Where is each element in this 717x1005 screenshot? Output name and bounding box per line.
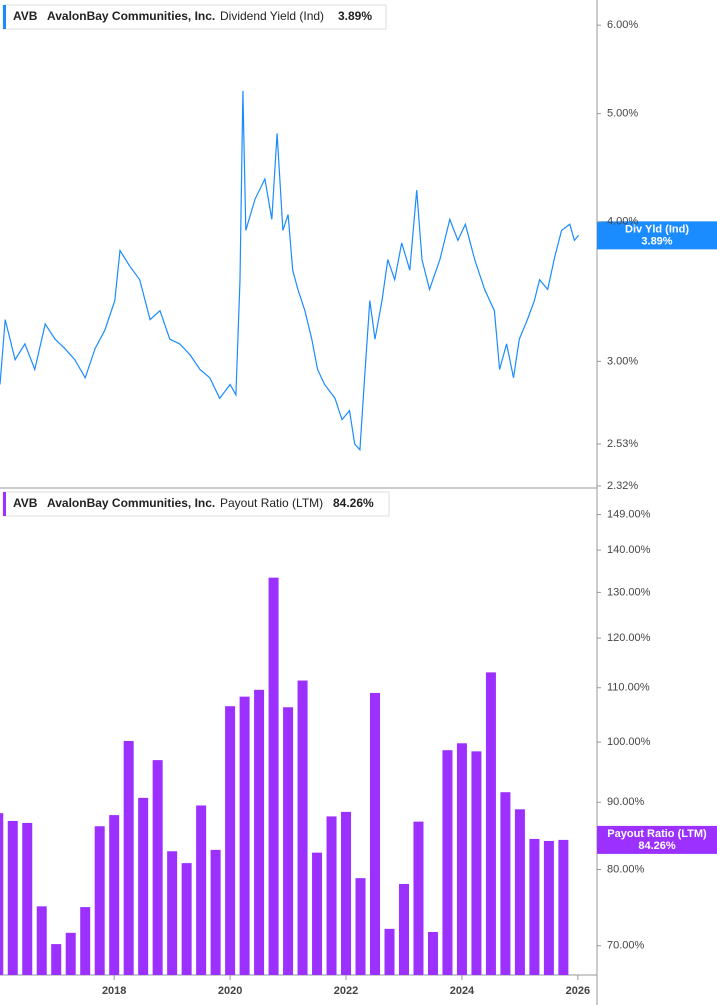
bar — [65, 932, 76, 975]
bar — [442, 750, 453, 975]
y-tick-label: 130.00% — [607, 586, 651, 598]
bar — [384, 928, 395, 975]
bar — [152, 760, 163, 975]
legend-box — [2, 4, 387, 30]
bar — [210, 849, 221, 975]
bar — [196, 805, 207, 975]
bar — [485, 672, 496, 975]
bar — [268, 577, 279, 975]
line — [0, 90, 579, 452]
legend-swatch — [3, 492, 6, 516]
bar — [312, 852, 323, 975]
ticker: AVB — [13, 9, 38, 23]
bar — [355, 878, 366, 975]
bar — [341, 811, 352, 975]
y-tick-label: 120.00% — [607, 632, 651, 644]
bar — [514, 809, 525, 975]
y-tick-label: 100.00% — [607, 736, 651, 748]
bar — [500, 792, 511, 975]
bar — [138, 797, 149, 975]
x-tick-label: 2022 — [334, 985, 358, 997]
bar — [254, 689, 265, 975]
y-tick-label: 70.00% — [607, 940, 645, 952]
x-tick-label: 2026 — [566, 985, 590, 997]
overlay: AVB AvalonBay Communities, Inc. Dividend… — [2, 4, 717, 854]
value-badge — [597, 221, 717, 250]
bar — [239, 696, 250, 975]
bar — [181, 863, 192, 975]
y-tick-label: 90.00% — [607, 796, 645, 808]
last-value: 84.26% — [333, 496, 374, 510]
y-tick-label: 3.00% — [607, 355, 638, 367]
y-tick-label: 4.00% — [607, 216, 638, 228]
bar — [427, 932, 438, 975]
bar — [326, 816, 337, 975]
bottom-plot — [0, 577, 569, 975]
badge-label: Div Yld (Ind) — [625, 223, 689, 235]
bar — [51, 944, 62, 975]
bar — [36, 906, 47, 975]
bar — [529, 838, 540, 975]
y-tick-label: 2.53% — [607, 438, 638, 450]
x-tick-label: 2020 — [218, 985, 242, 997]
bar — [80, 907, 91, 975]
bar — [109, 815, 120, 975]
bar — [22, 822, 33, 975]
bar — [456, 743, 467, 975]
last-value: 3.89% — [338, 9, 372, 23]
bar — [370, 692, 381, 975]
bar — [543, 840, 554, 975]
bar — [283, 707, 294, 975]
top-plot — [0, 90, 579, 452]
bar — [398, 883, 409, 975]
legend-swatch — [3, 5, 6, 29]
bar — [94, 826, 105, 975]
bar — [297, 680, 308, 975]
company: AvalonBay Communities, Inc. — [47, 9, 215, 23]
x-tick-label: 2024 — [450, 985, 475, 997]
y-tick-label: 110.00% — [607, 682, 650, 694]
x-tick-label: 2018 — [102, 985, 126, 997]
bar — [0, 813, 4, 975]
bar — [225, 706, 236, 975]
badge-label: Payout Ratio (LTM) — [607, 828, 707, 840]
y-tick-label: 2.32% — [607, 480, 638, 492]
bar — [471, 751, 482, 975]
legend-box — [2, 491, 390, 517]
value-badge — [597, 825, 717, 854]
y-tick-label: 149.00% — [607, 508, 651, 520]
company: AvalonBay Communities, Inc. — [47, 496, 215, 510]
bar — [7, 820, 18, 975]
badge-value: 3.89% — [641, 235, 672, 247]
bar — [558, 839, 569, 975]
y-tick-label: 80.00% — [607, 863, 645, 875]
series-name: Dividend Yield (Ind) — [220, 9, 324, 23]
bar — [413, 821, 424, 975]
badge-value: 84.26% — [638, 840, 676, 852]
y-tick-label: 5.00% — [607, 108, 638, 120]
bar — [167, 851, 178, 975]
series-name: Payout Ratio (LTM) — [220, 496, 323, 510]
bar — [123, 741, 134, 975]
y-tick-label: 140.00% — [607, 544, 651, 556]
y-tick-label: 6.00% — [607, 19, 638, 31]
ticker: AVB — [13, 496, 38, 510]
